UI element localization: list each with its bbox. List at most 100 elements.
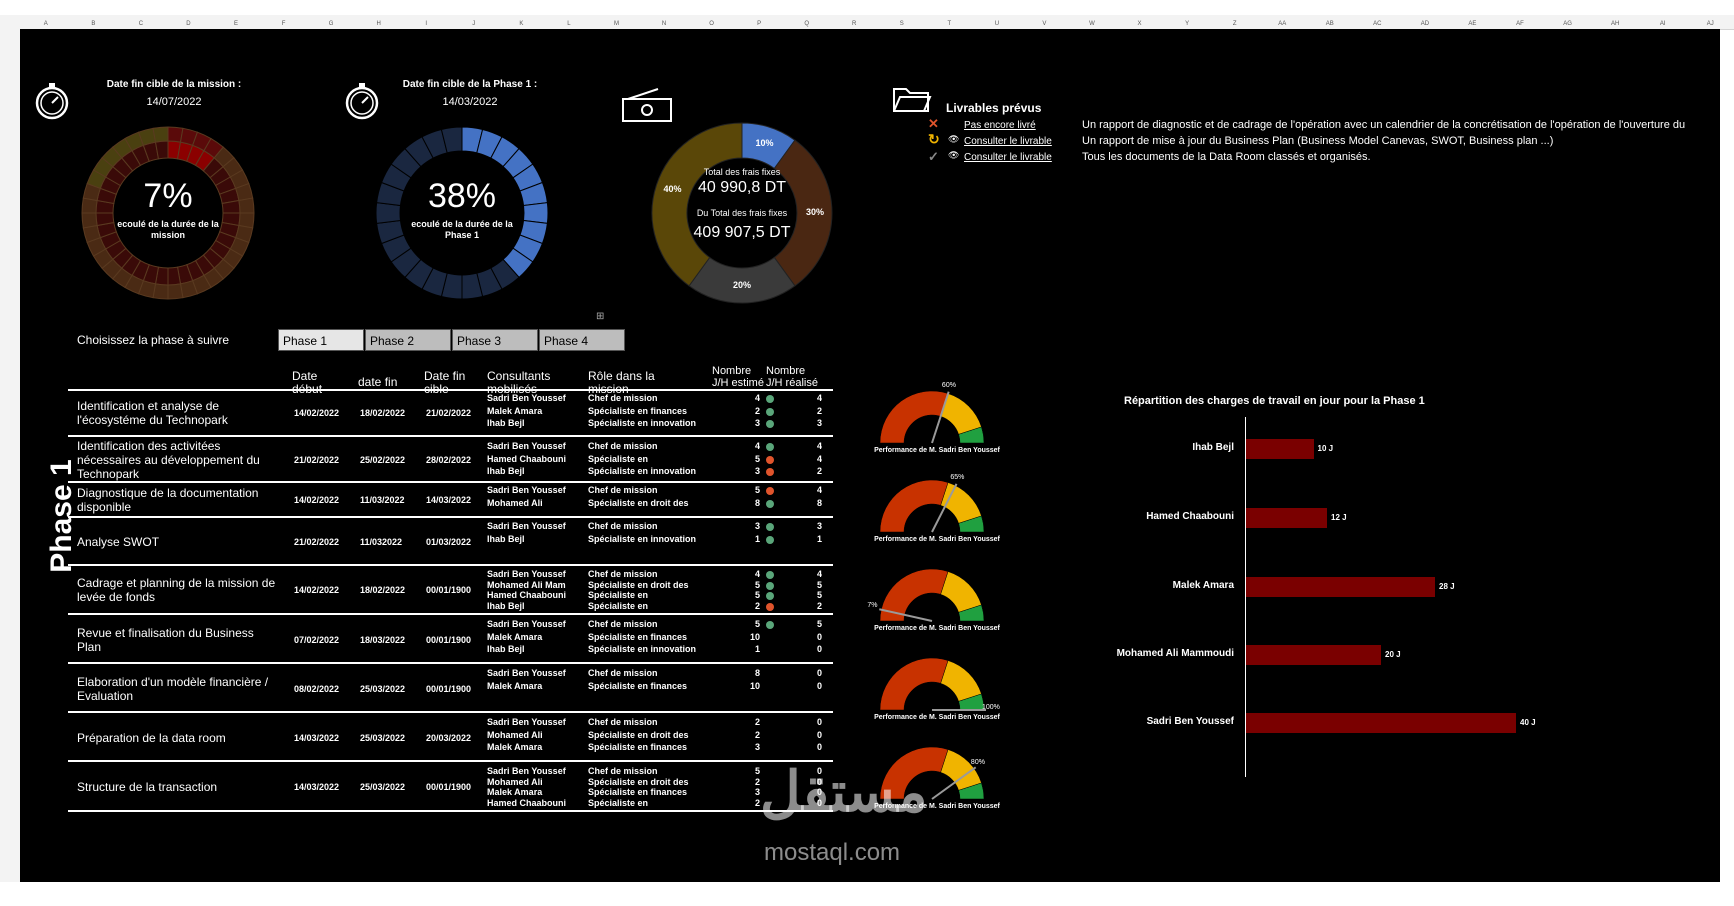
status-late-dot xyxy=(766,455,774,464)
column-header[interactable]: AC xyxy=(1373,21,1382,27)
column-header[interactable]: H xyxy=(376,21,380,27)
column-header[interactable]: F xyxy=(282,21,286,27)
bar xyxy=(1246,439,1314,459)
consultant-role: Spécialiste en innovation xyxy=(588,466,697,476)
phase-donut-segment xyxy=(440,126,463,154)
column-header[interactable]: A xyxy=(44,21,48,27)
column-headers[interactable]: A B C D E F G H I J K L M N O P Q R S T U V W X Y Z AA AB AC AD AE AF AG… xyxy=(0,15,1734,29)
column-header[interactable]: AG xyxy=(1563,21,1572,27)
livrable-desc: Un rapport de mise à jour du Business Pl… xyxy=(1082,135,1554,147)
column-header[interactable]: R xyxy=(852,21,857,27)
date-start: 21/02/2022 xyxy=(294,455,340,465)
phase-3-button[interactable]: Phase 3 xyxy=(452,329,538,351)
column-header[interactable]: U xyxy=(995,21,999,27)
jh-realized: 0 xyxy=(816,668,822,678)
gauge-band xyxy=(940,749,982,791)
column-header[interactable]: Y xyxy=(1185,21,1189,27)
jh-estimated: 1 xyxy=(754,533,760,544)
column-header[interactable]: AH xyxy=(1611,21,1619,27)
jh-realized: 0 xyxy=(816,717,822,727)
column-header[interactable]: AB xyxy=(1326,21,1334,27)
column-header[interactable]: C xyxy=(139,21,144,27)
table-row-divider xyxy=(68,435,833,437)
jh-realized: 2 xyxy=(816,466,822,476)
column-header[interactable]: I xyxy=(425,21,427,27)
livrable-status-link[interactable]: Consulter le livrable xyxy=(964,152,1052,163)
consultant-name: Mohamed Ali xyxy=(487,776,543,787)
filter-icon[interactable]: ⊞ xyxy=(596,311,605,322)
consultant-name: Sadri Ben Youssef xyxy=(487,668,566,678)
date-end: 25/03/2022 xyxy=(360,732,406,743)
column-header[interactable]: X xyxy=(1138,21,1142,27)
consultant-name: Ihab Bejl xyxy=(487,466,525,476)
bar-category-label: Mohamed Ali Mammoudi xyxy=(1116,648,1234,659)
bar-value-label: 10 J xyxy=(1317,444,1334,453)
column-header[interactable]: AJ xyxy=(1707,21,1714,27)
phase-selector-label: Choisissez la phase à suivre xyxy=(77,333,230,347)
column-header[interactable]: B xyxy=(91,21,95,27)
phase-4-button[interactable]: Phase 4 xyxy=(539,329,625,351)
status-ok-dot xyxy=(766,581,774,590)
column-header[interactable]: D xyxy=(186,21,191,27)
column-header[interactable]: J xyxy=(472,21,475,27)
table-row-divider xyxy=(68,760,833,762)
jh-estimated: 3 xyxy=(754,466,760,476)
mission-donut-outer-segment xyxy=(152,126,169,143)
column-header[interactable]: AD xyxy=(1421,21,1430,27)
livrable-status-link[interactable]: Consulter le livrable xyxy=(964,136,1052,147)
date-start: 14/03/2022 xyxy=(294,732,340,743)
date-start: 14/02/2022 xyxy=(294,585,340,595)
consultant-name: Sadri Ben Youssef xyxy=(487,485,566,495)
column-header[interactable]: S xyxy=(900,21,904,27)
costs-of-total-value: 409 907,5 DT xyxy=(693,224,791,241)
column-header[interactable]: Z xyxy=(1233,21,1237,27)
consultant-role: Spécialiste en xyxy=(588,453,649,464)
jh-estimated: 2 xyxy=(754,797,760,808)
column-header[interactable]: W xyxy=(1089,21,1095,27)
column-header[interactable]: Q xyxy=(804,21,809,27)
jh-realized: 0 xyxy=(816,797,822,808)
column-header[interactable]: E xyxy=(234,21,238,27)
column-header[interactable]: L xyxy=(567,21,571,27)
jh-realized: 4 xyxy=(816,441,822,451)
consultant-name: Mohamed Ali xyxy=(487,729,543,740)
livrable-status-link[interactable]: Pas encore livré xyxy=(964,120,1036,131)
column-header[interactable]: G xyxy=(329,21,334,27)
column-header[interactable]: AE xyxy=(1468,21,1476,27)
date-start: 08/02/2022 xyxy=(294,683,340,694)
date-end: 25/02/2022 xyxy=(360,455,406,465)
task-name: Analyse SWOT xyxy=(77,534,160,549)
jh-realized: 4 xyxy=(816,393,822,403)
gauge-value: 100% xyxy=(982,704,1000,711)
column-header[interactable]: K xyxy=(519,21,523,27)
date-start: 21/02/2022 xyxy=(294,536,340,547)
mission-date-label: Date fin cible de la mission : xyxy=(106,79,242,90)
check-icon: ✓ xyxy=(928,149,939,164)
gauge-band xyxy=(879,657,949,711)
jh-estimated: 5 xyxy=(754,579,760,590)
column-header[interactable]: AA xyxy=(1278,21,1286,27)
stopwatch-icon xyxy=(35,83,69,120)
date-start: 07/02/2022 xyxy=(294,634,340,645)
phase-progress-pct: 38% xyxy=(427,177,497,215)
header-jh-estime: Nombre J/H estimé xyxy=(712,365,764,389)
jh-realized: 1 xyxy=(816,533,822,544)
column-header[interactable]: T xyxy=(947,21,951,27)
date-end: 11/032022 xyxy=(360,536,403,547)
column-header[interactable]: N xyxy=(662,21,666,27)
gauge-value: 65% xyxy=(950,474,965,482)
column-header[interactable]: AF xyxy=(1516,21,1524,27)
column-header-bar[interactable]: A B C D E F G H I J K L M N O P Q R S T U V W X Y Z AA AB AC AD AE AF AG… xyxy=(0,15,1734,30)
jh-estimated: 10 xyxy=(749,680,760,691)
column-header[interactable]: O xyxy=(709,21,714,27)
mission-donut-outer-segment xyxy=(81,212,98,229)
row-header-bar[interactable] xyxy=(0,29,21,882)
phase-1-button[interactable]: Phase 1 xyxy=(278,329,364,351)
consultant-role: Spécialiste en xyxy=(588,600,649,611)
jh-realized: 3 xyxy=(816,418,822,428)
column-header[interactable]: M xyxy=(614,21,619,27)
column-header[interactable]: P xyxy=(757,21,761,27)
column-header[interactable]: V xyxy=(1042,21,1046,27)
phase-2-button[interactable]: Phase 2 xyxy=(365,329,451,351)
column-header[interactable]: AI xyxy=(1660,21,1666,27)
